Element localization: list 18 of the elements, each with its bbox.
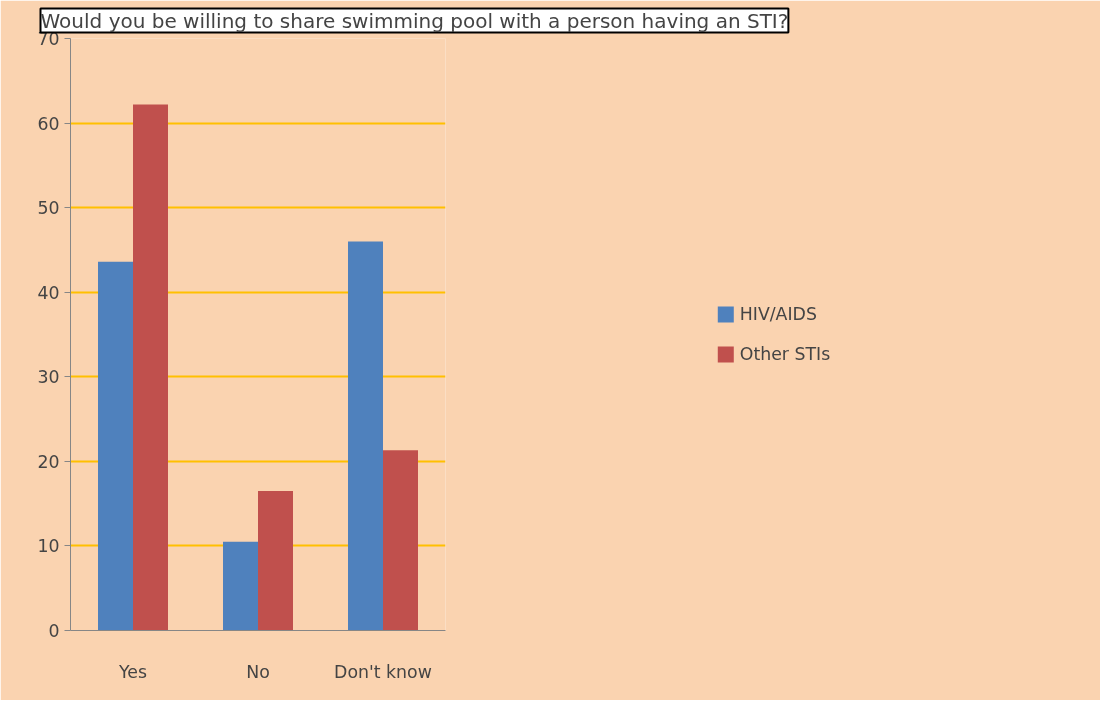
y-tick-label: 60 xyxy=(37,113,60,134)
legend-label: HIV/AIDS xyxy=(739,304,817,324)
bar xyxy=(223,541,258,631)
bar xyxy=(258,490,293,631)
y-tick-label: 30 xyxy=(37,367,60,388)
y-tick-label: 0 xyxy=(48,621,60,641)
x-tick-label: Don't know xyxy=(334,661,432,682)
legend-label: Other STIs xyxy=(739,344,831,364)
y-tick-label: 40 xyxy=(37,282,60,303)
bar xyxy=(98,261,133,631)
bar xyxy=(133,104,168,631)
bar xyxy=(383,450,418,631)
x-tick-label: No xyxy=(246,661,270,682)
y-tick-label: 50 xyxy=(37,198,60,219)
y-tick-label: 20 xyxy=(37,451,60,472)
y-tick-label: 10 xyxy=(37,536,60,557)
bar xyxy=(348,241,383,631)
x-tick-label: Yes xyxy=(118,661,147,682)
